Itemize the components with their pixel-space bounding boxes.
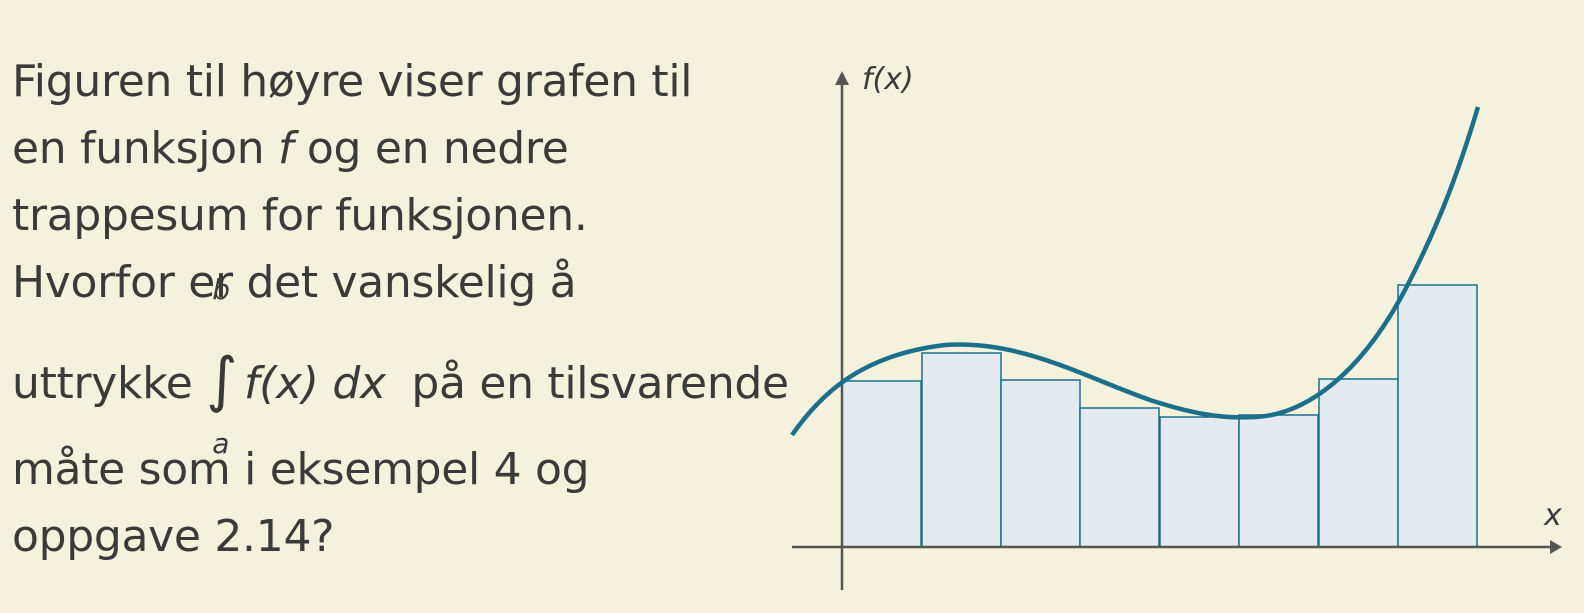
text-line-2-end: og en nedre <box>293 123 569 174</box>
problem-text: Figuren til høyre viser grafen til en fu… <box>12 48 789 570</box>
text-line-7: oppgave 2.14? <box>12 511 335 562</box>
text-line-5-end: på en tilsvarende <box>411 358 789 409</box>
integral-upper-limit: b <box>212 273 230 306</box>
lower-sum-bar-7 <box>1318 378 1399 548</box>
lower-sum-bar-8 <box>1397 284 1478 548</box>
text-line-4: Hvorfor er det vanskelig å <box>12 257 577 308</box>
lower-sum-bar-1 <box>841 380 922 548</box>
integral-sign: ∫ <box>206 345 238 415</box>
text-line-5-start: uttrykke <box>12 358 193 409</box>
x-axis-label: x <box>1543 498 1562 533</box>
lower-sum-bars <box>841 284 1478 548</box>
function-curve <box>790 106 1481 437</box>
text-line-5: uttrykke b ∫ a f(x) dx på en tilsvarende <box>12 276 789 458</box>
lower-sum-bar-3 <box>1000 379 1081 548</box>
lower-sum-bar-5 <box>1159 416 1240 548</box>
function-symbol: f <box>278 123 294 174</box>
integral-expression: b ∫ a <box>206 276 237 458</box>
x-axis-arrow-icon <box>1550 540 1562 554</box>
text-line-2-start: en funksjon <box>12 123 279 174</box>
text-line-2: en funksjon f og en nedre <box>12 115 772 182</box>
lower-sum-bar-2 <box>921 352 1002 548</box>
lower-sum-graph: f(x) x <box>790 62 1562 590</box>
lower-sum-bar-6 <box>1238 414 1319 548</box>
integral-lower-limit: a <box>212 427 230 460</box>
y-axis-arrow-icon <box>835 71 849 85</box>
integrand: f(x) dx <box>243 358 386 409</box>
text-line-1: Figuren til høyre viser grafen til <box>12 56 693 107</box>
lower-sum-bar-4 <box>1079 407 1160 548</box>
text-line-3: trappesum for funksjonen. <box>12 190 588 241</box>
y-axis-label: f(x) <box>862 62 914 97</box>
text-line-6: måte som i eksempel 4 og <box>12 444 590 495</box>
